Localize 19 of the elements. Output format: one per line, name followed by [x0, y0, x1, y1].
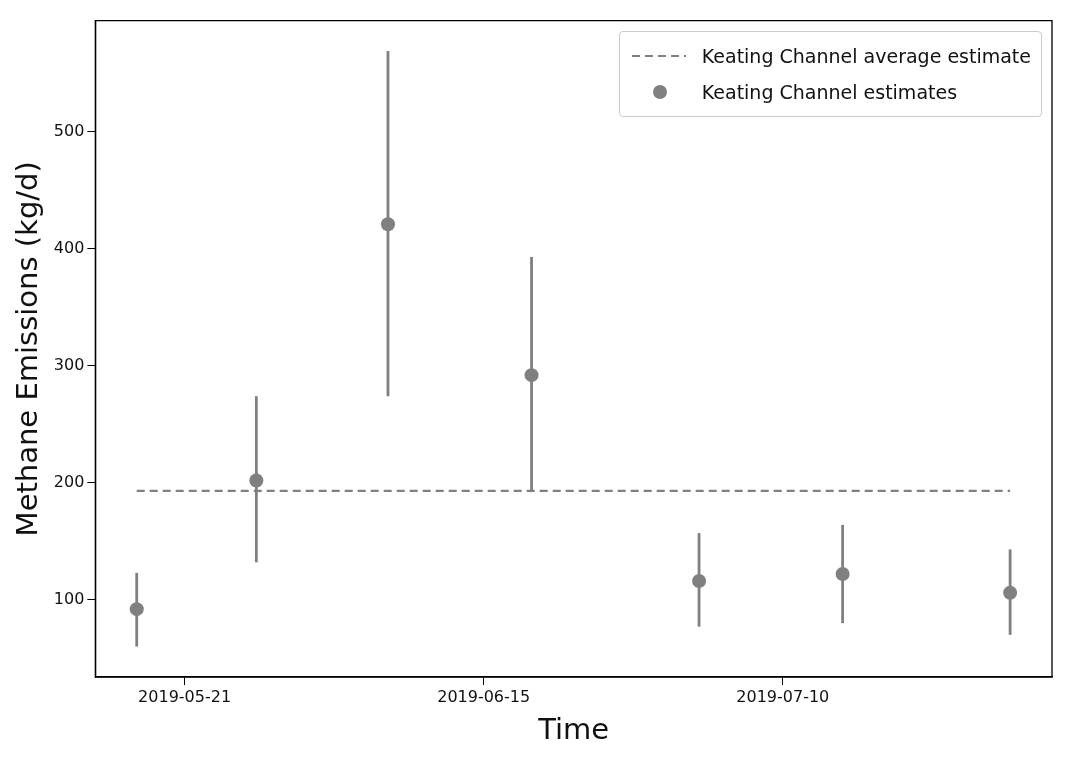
point	[129, 602, 144, 617]
point	[249, 473, 264, 488]
y-tick-label: 100	[53, 588, 85, 608]
point	[835, 567, 850, 582]
x-axis-title: Time	[537, 712, 610, 747]
legend-label: Keating Channel estimates	[701, 80, 958, 103]
x-tick-label: 2019-05-21	[138, 686, 232, 706]
x-tick-label: 2019-06-15	[437, 686, 531, 706]
y-tick-label: 400	[53, 237, 85, 257]
point	[692, 574, 707, 589]
point	[524, 368, 539, 383]
point	[1003, 585, 1018, 600]
y-axis-title: Methane Emissions (kg/d)	[9, 161, 44, 537]
y-tick-label: 300	[53, 354, 85, 374]
y-tick-label: 500	[53, 120, 85, 140]
point	[380, 217, 395, 232]
x-tick-label: 2019-07-10	[736, 686, 830, 706]
y-tick-label: 200	[53, 471, 85, 491]
legend-label: Keating Channel average estimate	[701, 44, 1031, 67]
